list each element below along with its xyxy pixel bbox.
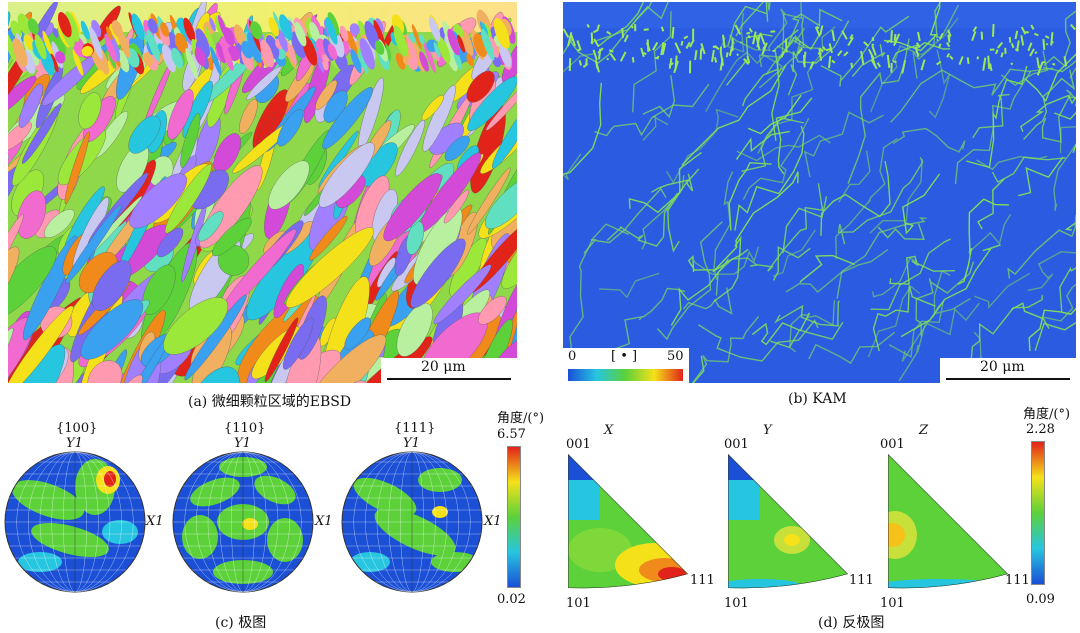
ipf-axis-y: Y: [763, 423, 772, 438]
scale-bar-label-a: 20 μm: [421, 359, 466, 375]
caption-b: (b) KAM: [788, 391, 847, 407]
pole-y-label-3: Y1: [403, 436, 420, 451]
pole-family-100: {100}: [56, 421, 98, 436]
ipf-x-101: 101: [566, 596, 591, 611]
ipf-colorbar-title: 角度/(°): [1023, 407, 1071, 422]
ipf-z: [888, 454, 1008, 589]
pole-colorbar-max: 6.57: [497, 427, 526, 442]
ipf-axis-z: Z: [919, 423, 929, 438]
ebsd-map: [8, 2, 517, 383]
pole-x-label-1: X1: [146, 514, 164, 529]
kam-colorbar-box: 0 [ • ] 50: [563, 348, 689, 383]
ipf-z-101: 101: [880, 596, 905, 611]
pole-colorbar-title: 角度/(°): [497, 411, 545, 426]
kam-map: [563, 2, 1076, 383]
ebsd-grain-image: [8, 2, 517, 383]
kam-colorbar-unit: [ • ]: [611, 349, 638, 364]
caption-a: (a) 微细颗粒区域的EBSD: [188, 394, 352, 410]
ipf-z-111: 111: [1005, 573, 1030, 588]
ipf-y-101: 101: [724, 596, 749, 611]
scale-bar-line-b: [946, 378, 1070, 380]
ipf-colorbar-gradient: [1031, 441, 1045, 585]
caption-c: (c) 极图: [215, 615, 267, 631]
pole-family-111: {111}: [394, 421, 436, 436]
ipf-y-001: 001: [724, 437, 749, 452]
scale-bar-box-b: 20 μm: [940, 358, 1076, 383]
ipf-y-111: 111: [849, 573, 874, 588]
caption-d: (d) 反极图: [818, 615, 885, 631]
ipf-y: [728, 454, 848, 589]
pole-x-label-3: X1: [484, 514, 502, 529]
pole-figures: [4, 451, 483, 593]
kam-colorbar-gradient: [568, 369, 683, 381]
pole-family-110: {110}: [224, 421, 266, 436]
scale-bar-line-a: [387, 378, 511, 380]
ipf-colorbar-max: 2.28: [1026, 422, 1055, 437]
ipf-z-001: 001: [880, 437, 905, 452]
scale-bar-label-b: 20 μm: [980, 359, 1025, 375]
kam-image: [563, 2, 1076, 383]
inverse-pole-figures: [568, 454, 1008, 589]
scale-bar-box-a: 20 μm: [381, 358, 517, 383]
ipf-axis-x: X: [604, 423, 614, 438]
pole-y-label-2: Y1: [234, 436, 251, 451]
kam-colorbar-max: 50: [667, 349, 684, 364]
pole-colorbar-min: 0.02: [497, 592, 526, 607]
pole-x-label-2: X1: [315, 514, 333, 529]
ipf-x-111: 111: [690, 573, 715, 588]
ipf-x: [568, 454, 688, 589]
kam-colorbar-min: 0: [568, 349, 577, 364]
pole-y-label-1: Y1: [66, 436, 83, 451]
ipf-x-001: 001: [566, 437, 591, 452]
pole-colorbar-gradient: [507, 446, 521, 588]
ipf-colorbar-min: 0.09: [1026, 592, 1055, 607]
